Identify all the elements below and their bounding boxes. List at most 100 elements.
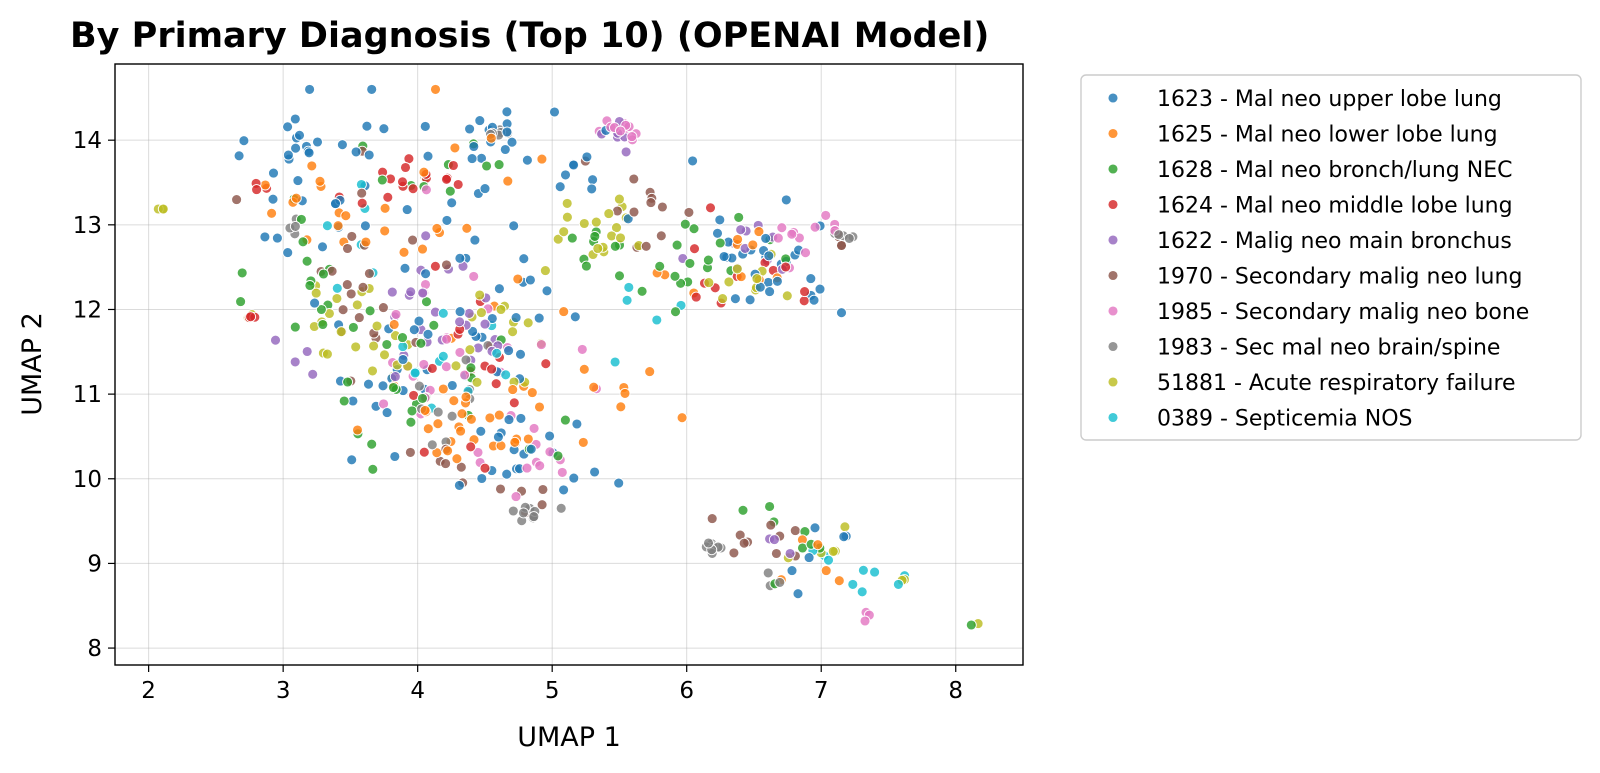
scatter-point [297,236,309,248]
legend-frame [1080,74,1582,441]
scatter-point [309,297,321,309]
scatter-point [441,214,453,226]
scatter-point [747,239,759,251]
scatter-point [364,305,376,317]
scatter-point [422,328,434,340]
scatter-point [836,240,847,251]
scatter-point [455,425,467,437]
scatter-point [251,184,263,196]
scatter-point [407,183,419,195]
scatter-point [712,227,723,239]
scatter-point [651,314,663,326]
scatter-point [703,277,715,289]
legend-marker [1107,234,1119,246]
grid [115,64,1023,665]
y-axis-ticks: 8 9 10 11 12 13 14 [73,128,115,662]
scatter-point [304,280,316,291]
scatter-point [321,348,333,360]
scatter-point [389,451,401,462]
scatter-point [655,230,667,242]
y-tick-label: 10 [73,467,102,493]
scatter-point [592,243,604,254]
scatter-point [833,229,845,241]
scatter-point [417,243,428,255]
scatter-point [238,135,250,147]
scatter-point [294,129,305,141]
scatter-point [501,126,513,138]
scatter-point [571,418,583,430]
scatter-point [838,531,850,543]
scatter-point [459,369,471,381]
scatter-point [335,326,347,338]
scatter-point [578,363,590,375]
scatter-point [512,273,524,285]
scatter-point [502,175,514,187]
scatter-point [437,307,449,319]
scatter-point [554,181,566,193]
scatter-point [800,247,811,259]
y-tick-label: 12 [73,297,102,323]
scatter-point [408,324,420,336]
scatter-point [669,270,681,282]
scatter-point [405,416,417,428]
scatter-point [407,234,419,246]
scatter-point [404,446,416,458]
scatter-point [306,160,318,172]
legend-label: 1624 - Mal neo middle lobe lung [1157,194,1513,219]
scatter-point [460,391,472,403]
scatter-point [503,414,515,426]
scatter-point [449,142,461,154]
scatter-point [486,363,498,375]
scatter-point [441,173,452,185]
scatter-point [236,267,248,279]
scatter-point [809,221,821,233]
scatter-point [799,286,811,298]
scatter-point [510,491,522,503]
scatter-point [774,576,786,588]
scatter-point [805,273,817,285]
scatter-point [446,197,458,209]
scatter-point [628,173,640,185]
scatter-point [471,376,483,388]
scatter-point [683,206,695,218]
scatter-point [558,226,570,238]
legend-marker [1107,199,1119,210]
scatter-point [359,220,371,232]
scatter-point [379,225,391,237]
scatter-point [507,505,519,517]
scatter-point [157,203,169,215]
scatter-point [731,263,743,275]
scatter-point [431,222,443,234]
scatter-point [420,184,432,196]
scatter-point [839,521,851,533]
scatter-point [737,504,749,516]
scatter-point [776,222,788,234]
scatter-point [290,192,302,204]
scatter-point [576,343,588,355]
scatter-point [381,339,393,350]
scatter-point [525,443,537,455]
scatter-point [820,565,832,577]
scatter-point [350,341,362,353]
scatter-point [347,321,359,333]
scatter-point [760,232,772,244]
scatter-point [508,220,520,232]
scatter-point [733,211,745,223]
scatter-point [671,239,683,251]
scatter-point [418,446,430,458]
scatter-point [833,575,845,587]
scatter-point [345,288,357,300]
legend-label: 0389 - Septicemia NOS [1157,407,1413,432]
scatter-point [495,483,506,495]
scatter-point [515,348,526,360]
scatter-point [847,578,859,590]
scatter-point [479,318,491,330]
scatter-point [363,149,375,161]
scatter-point [406,405,418,417]
scatter-point [499,144,511,155]
y-axis-label: UMAP 2 [17,312,48,416]
scatter-point [363,378,374,390]
scatter-point [429,260,441,272]
scatter-point [580,260,592,272]
scatter-point [346,230,358,242]
